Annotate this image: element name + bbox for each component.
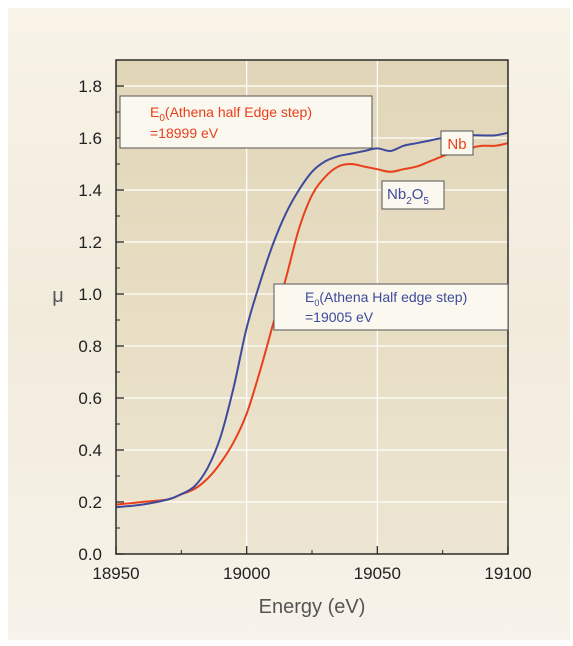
legend-nb-box (440, 130, 474, 156)
legend-nb2o5-box (381, 180, 445, 210)
x-axis-ticks: 18950 19000 19050 19100 (92, 546, 532, 583)
y-tick-label: 0.6 (78, 389, 102, 408)
y-tick-label: 0.8 (78, 337, 102, 356)
y-tick-label: 1.4 (78, 181, 102, 200)
legend-nb: Nb (440, 130, 474, 156)
x-tick-label: 19050 (354, 564, 401, 583)
annotation-nb-line2: =18999 eV (150, 125, 219, 141)
legend-nb-label: Nb (447, 136, 466, 153)
annotation-nb2o5: E0(Athena Half edge step) =19005 eV (273, 283, 509, 331)
legend-nb2o5: Nb2O5 (381, 180, 445, 210)
annotation-nb-box (119, 95, 373, 149)
annotation-nb: E0(Athena half Edge step) =18999 eV (119, 95, 373, 149)
y-axis-ticks: 0.0 0.2 0.4 0.6 0.8 1.0 1.2 1.4 1.6 1.8 (78, 59, 124, 564)
legend-nb2o5-label: Nb2O5 (387, 186, 429, 207)
x-tick-label: 18950 (92, 564, 139, 583)
x-tick-label: 19000 (223, 564, 270, 583)
annotation-nb-line1: E0(Athena half Edge step) (150, 104, 312, 124)
annotation-nb2o5-box (273, 283, 509, 331)
y-tick-label: 1.0 (78, 285, 102, 304)
annotation-nb2o5-line1: E0(Athena Half edge step) (305, 289, 467, 308)
y-tick-label: 0.0 (78, 545, 102, 564)
x-tick-label: 19100 (484, 564, 531, 583)
y-tick-label: 0.2 (78, 493, 102, 512)
y-tick-label: 1.8 (78, 77, 102, 96)
annotation-nb2o5-line2: =19005 eV (305, 309, 374, 325)
y-tick-label: 0.4 (78, 441, 102, 460)
y-tick-label: 1.6 (78, 129, 102, 148)
x-axis-title: Energy (eV) (259, 596, 366, 618)
y-tick-label: 1.2 (78, 233, 102, 252)
y-axis-title: μ (52, 285, 64, 307)
top-strip (0, 0, 573, 8)
